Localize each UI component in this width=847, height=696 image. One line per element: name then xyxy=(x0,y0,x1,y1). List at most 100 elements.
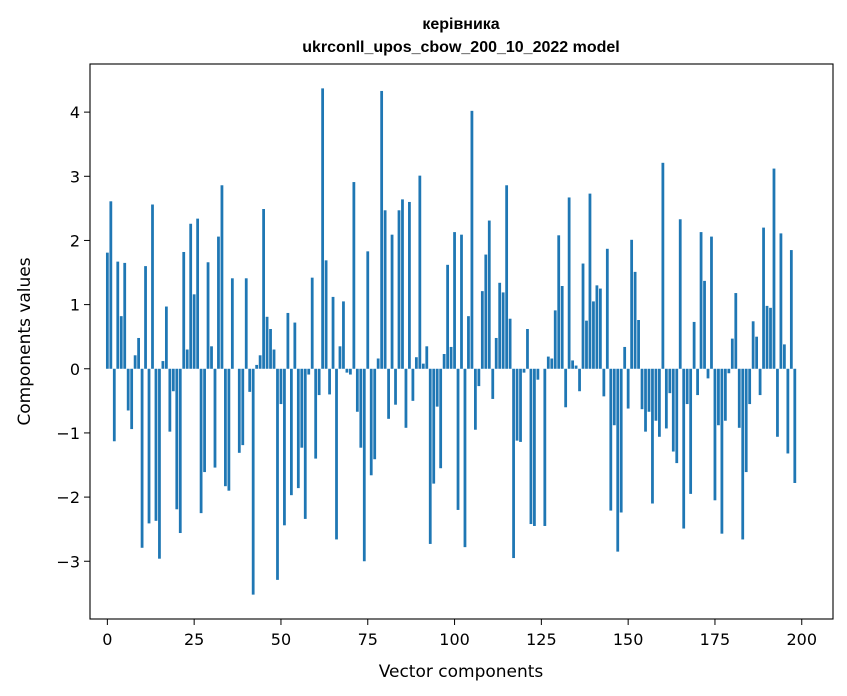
bar-153 xyxy=(637,320,640,369)
bar-194 xyxy=(779,233,783,369)
x-tick-label: 50 xyxy=(271,630,291,649)
bar-14 xyxy=(154,368,158,521)
bar-48 xyxy=(272,349,276,369)
bar-11 xyxy=(144,266,147,369)
bar-58 xyxy=(307,368,311,375)
bar-8 xyxy=(133,355,137,369)
bar-171 xyxy=(699,232,703,369)
bar-182 xyxy=(737,368,741,428)
bar-6 xyxy=(126,368,130,411)
bar-89 xyxy=(414,357,418,369)
bar-189 xyxy=(762,227,765,369)
bar-52 xyxy=(286,312,290,369)
y-tick-label: −1 xyxy=(56,424,80,443)
bar-191 xyxy=(769,307,772,369)
bar-151 xyxy=(630,239,634,369)
bar-17 xyxy=(164,306,168,369)
bar-86 xyxy=(404,368,408,428)
bar-106 xyxy=(474,368,477,430)
bar-108 xyxy=(480,291,484,369)
bar-113 xyxy=(498,282,502,369)
bar-32 xyxy=(217,236,220,369)
x-tick-label: 0 xyxy=(102,630,112,649)
bar-126 xyxy=(543,368,547,526)
x-tick-label: 25 xyxy=(184,630,204,649)
bar-117 xyxy=(512,368,515,559)
y-tick-label: 3 xyxy=(70,167,80,186)
bar-183 xyxy=(741,368,745,540)
bar-98 xyxy=(446,264,449,369)
bar-161 xyxy=(664,368,668,429)
bar-158 xyxy=(654,368,658,421)
bar-39 xyxy=(241,368,245,446)
bar-174 xyxy=(710,236,713,369)
bar-196 xyxy=(786,368,790,454)
bar-155 xyxy=(644,368,647,432)
bar-84 xyxy=(397,210,401,369)
bar-115 xyxy=(505,185,509,369)
bar-101 xyxy=(456,368,460,510)
bar-138 xyxy=(585,320,588,369)
bar-51 xyxy=(283,368,286,526)
bar-181 xyxy=(734,293,738,369)
bar-70 xyxy=(349,368,352,375)
bar-190 xyxy=(765,305,769,369)
bar-33 xyxy=(220,185,224,369)
bar-34 xyxy=(224,368,227,487)
bar-118 xyxy=(515,368,519,441)
y-tick-label: −3 xyxy=(56,552,80,571)
bar-173 xyxy=(706,368,710,379)
bar-3 xyxy=(116,261,120,369)
bar-83 xyxy=(394,368,397,405)
bar-64 xyxy=(328,368,331,395)
x-tick-label: 175 xyxy=(700,630,731,649)
bar-74 xyxy=(362,368,366,562)
bar-133 xyxy=(567,197,571,369)
bar-65 xyxy=(331,296,335,369)
bar-184 xyxy=(744,368,748,473)
bar-53 xyxy=(289,368,293,496)
bar-107 xyxy=(477,368,481,387)
y-tick-label: −2 xyxy=(56,488,80,507)
bar-2 xyxy=(112,368,116,442)
bar-35 xyxy=(227,368,231,491)
bar-57 xyxy=(303,368,307,519)
bar-95 xyxy=(435,368,439,407)
bar-13 xyxy=(151,204,154,369)
bar-20 xyxy=(175,368,179,510)
bar-63 xyxy=(324,260,328,369)
y-tick-label: 2 xyxy=(70,231,80,250)
y-axis-label: Components values xyxy=(15,257,35,425)
bar-170 xyxy=(696,368,699,396)
bar-90 xyxy=(418,175,422,369)
bar-175 xyxy=(713,368,717,501)
bar-46 xyxy=(265,316,269,369)
bar-137 xyxy=(581,263,585,369)
bar-145 xyxy=(609,368,613,511)
bar-40 xyxy=(244,278,248,369)
bar-99 xyxy=(449,346,453,369)
bar-102 xyxy=(460,234,463,369)
bar-140 xyxy=(592,301,595,369)
bar-186 xyxy=(751,321,755,369)
plot-frame xyxy=(89,63,834,620)
bar-21 xyxy=(178,368,182,534)
bar-159 xyxy=(658,368,661,437)
bar-23 xyxy=(185,349,189,369)
bar-103 xyxy=(463,368,467,548)
bar-192 xyxy=(772,168,776,369)
bar-121 xyxy=(526,328,529,369)
x-axis: 0 25 50 75 100 125 150 175 200 xyxy=(102,619,817,649)
y-axis: −3 −2 −1 0 1 2 3 4 xyxy=(56,103,90,571)
bar-82 xyxy=(390,234,394,369)
bar-29 xyxy=(206,262,210,369)
x-tick-label: 100 xyxy=(439,630,470,649)
bar-100 xyxy=(453,232,456,369)
bar-54 xyxy=(293,322,297,369)
bar-164 xyxy=(675,368,679,464)
x-tick-label: 150 xyxy=(613,630,644,649)
bar-28 xyxy=(203,368,206,473)
bar-87 xyxy=(408,201,411,369)
bar-22 xyxy=(182,251,186,369)
